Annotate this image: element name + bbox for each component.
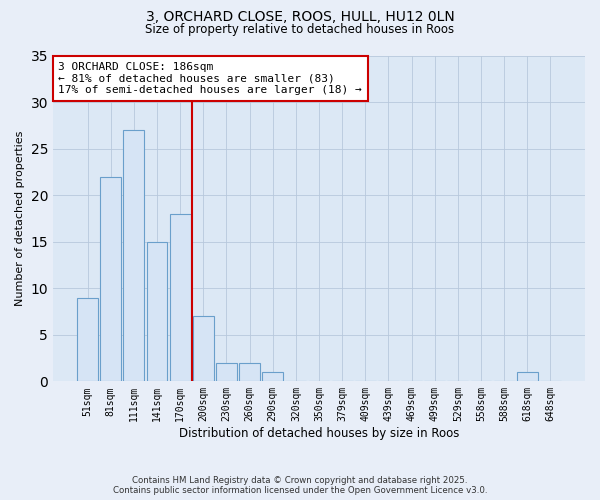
Bar <box>517 372 538 382</box>
Text: 3 ORCHARD CLOSE: 186sqm
← 81% of detached houses are smaller (83)
17% of semi-de: 3 ORCHARD CLOSE: 186sqm ← 81% of detache… <box>58 62 362 95</box>
X-axis label: Distribution of detached houses by size in Roos: Distribution of detached houses by size … <box>179 427 459 440</box>
Bar <box>100 176 121 382</box>
Text: Size of property relative to detached houses in Roos: Size of property relative to detached ho… <box>145 22 455 36</box>
Y-axis label: Number of detached properties: Number of detached properties <box>15 130 25 306</box>
Bar <box>146 242 167 382</box>
Text: Contains HM Land Registry data © Crown copyright and database right 2025.
Contai: Contains HM Land Registry data © Crown c… <box>113 476 487 495</box>
Bar <box>193 316 214 382</box>
Bar <box>170 214 191 382</box>
Bar <box>239 362 260 382</box>
Text: 3, ORCHARD CLOSE, ROOS, HULL, HU12 0LN: 3, ORCHARD CLOSE, ROOS, HULL, HU12 0LN <box>146 10 454 24</box>
Bar <box>216 362 237 382</box>
Bar <box>124 130 145 382</box>
Bar <box>262 372 283 382</box>
Bar <box>77 298 98 382</box>
